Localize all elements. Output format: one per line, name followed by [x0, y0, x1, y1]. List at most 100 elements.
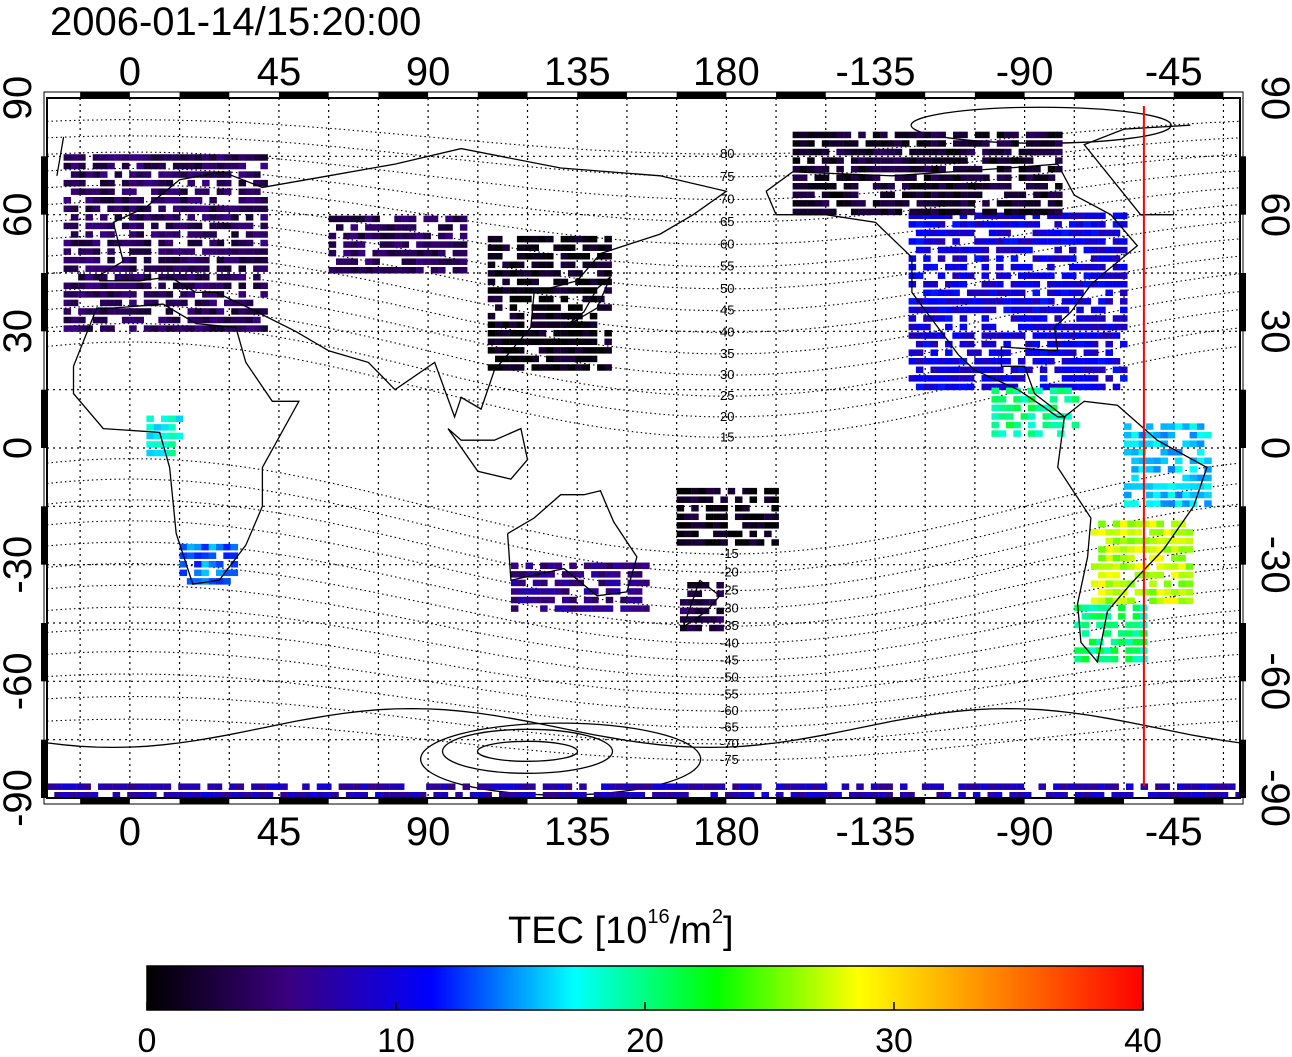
tec-cell [850, 148, 859, 156]
tec-cell [389, 783, 398, 790]
tec-cell [100, 265, 108, 272]
tec-cell [821, 140, 830, 147]
tec-cell [880, 140, 888, 147]
tec-cell [1025, 281, 1033, 288]
tec-cell [258, 783, 266, 790]
tec-cell [328, 215, 337, 223]
frame-bar [1240, 389, 1246, 448]
tec-cell [1103, 613, 1111, 620]
tec-cell [1049, 387, 1058, 395]
tec-cell [1182, 483, 1190, 490]
tec-cell [1002, 783, 1010, 790]
tec-cell [1039, 366, 1048, 374]
tec-cell [1074, 621, 1082, 629]
frame-bar [776, 92, 826, 98]
tec-cell [601, 792, 609, 798]
tec-cell [202, 299, 210, 307]
tec-cell [1098, 281, 1106, 288]
tec-cell [90, 792, 99, 798]
tec-cell [216, 316, 225, 324]
tec-cell [604, 338, 612, 346]
tec-cell [814, 200, 822, 207]
tec-cell [945, 191, 954, 199]
tec-cell [1090, 529, 1099, 536]
tec-cell [679, 616, 688, 623]
tec-cell [967, 191, 976, 199]
tec-cell [1016, 792, 1025, 798]
tec-cell [540, 571, 548, 578]
tec-cell [945, 229, 953, 237]
tec-cell [908, 212, 917, 220]
tec-cell [1003, 375, 1011, 382]
tec-cell [1204, 491, 1212, 499]
tec-cell [597, 364, 605, 371]
tec-cell [63, 256, 72, 264]
tec-cell [495, 304, 503, 311]
tec-cell [771, 522, 779, 529]
tec-cell [495, 287, 503, 294]
tec-cell [187, 205, 196, 213]
tec-cell [1025, 263, 1033, 271]
tec-cell [1213, 783, 1221, 790]
tec-cell [253, 248, 261, 255]
tec-cell [78, 274, 86, 281]
tec-cell [582, 261, 591, 269]
tec-cell [560, 321, 569, 328]
tec-cell [952, 229, 960, 237]
tec-cell [168, 449, 176, 457]
tec-cell [216, 248, 225, 255]
tec-cell [1153, 500, 1161, 507]
tec-cell [908, 358, 917, 365]
tec-cell [567, 347, 576, 354]
tec-cell [953, 140, 961, 147]
tec-cell [981, 272, 990, 279]
tec-cell [717, 783, 726, 790]
tec-cell [168, 432, 176, 440]
tec-cell [589, 321, 598, 328]
tec-cell [54, 792, 62, 798]
tec-cell [1083, 332, 1092, 339]
tec-cell [143, 291, 152, 298]
tec-cell [1055, 148, 1063, 156]
tec-cell [121, 308, 130, 315]
tec-cell [727, 530, 736, 538]
tec-cell [1105, 571, 1113, 579]
tec-cell [531, 321, 539, 328]
contour-label: -20 [720, 564, 739, 579]
tec-cell [894, 208, 903, 216]
tec-cell [1061, 281, 1070, 288]
tec-cell [92, 205, 101, 213]
tec-cell [78, 316, 86, 324]
tec-cell [805, 783, 813, 790]
tec-cell [1003, 246, 1011, 254]
tec-cell [1110, 655, 1119, 663]
tec-cell [1064, 396, 1072, 403]
tec-cell [1105, 537, 1113, 545]
tec-cell [160, 432, 169, 440]
tec-cell [1120, 212, 1128, 220]
tec-cell [836, 131, 844, 139]
tec-cell [129, 214, 137, 221]
tec-cell [238, 205, 247, 213]
tec-cell [223, 222, 232, 230]
lon-tick-top: 90 [406, 50, 451, 94]
tec-cell [114, 299, 123, 307]
tec-cell [797, 783, 806, 790]
tec-cell [1069, 298, 1077, 305]
tec-cell [937, 212, 946, 220]
tec-cell [1098, 529, 1106, 536]
tec-cell [143, 274, 152, 281]
tec-cell [575, 304, 583, 311]
tec-cell [1047, 349, 1055, 356]
tec-cell [129, 231, 137, 238]
tec-cell [1089, 783, 1098, 790]
tec-cell [937, 332, 946, 339]
tec-cell [63, 291, 72, 298]
tec-cell [107, 231, 115, 238]
tec-cell [223, 265, 232, 272]
tec-cell [452, 249, 461, 257]
tec-cell [238, 248, 247, 255]
tec-cell [966, 383, 975, 391]
frame-bar [1240, 506, 1246, 565]
tec-cell [70, 222, 79, 230]
